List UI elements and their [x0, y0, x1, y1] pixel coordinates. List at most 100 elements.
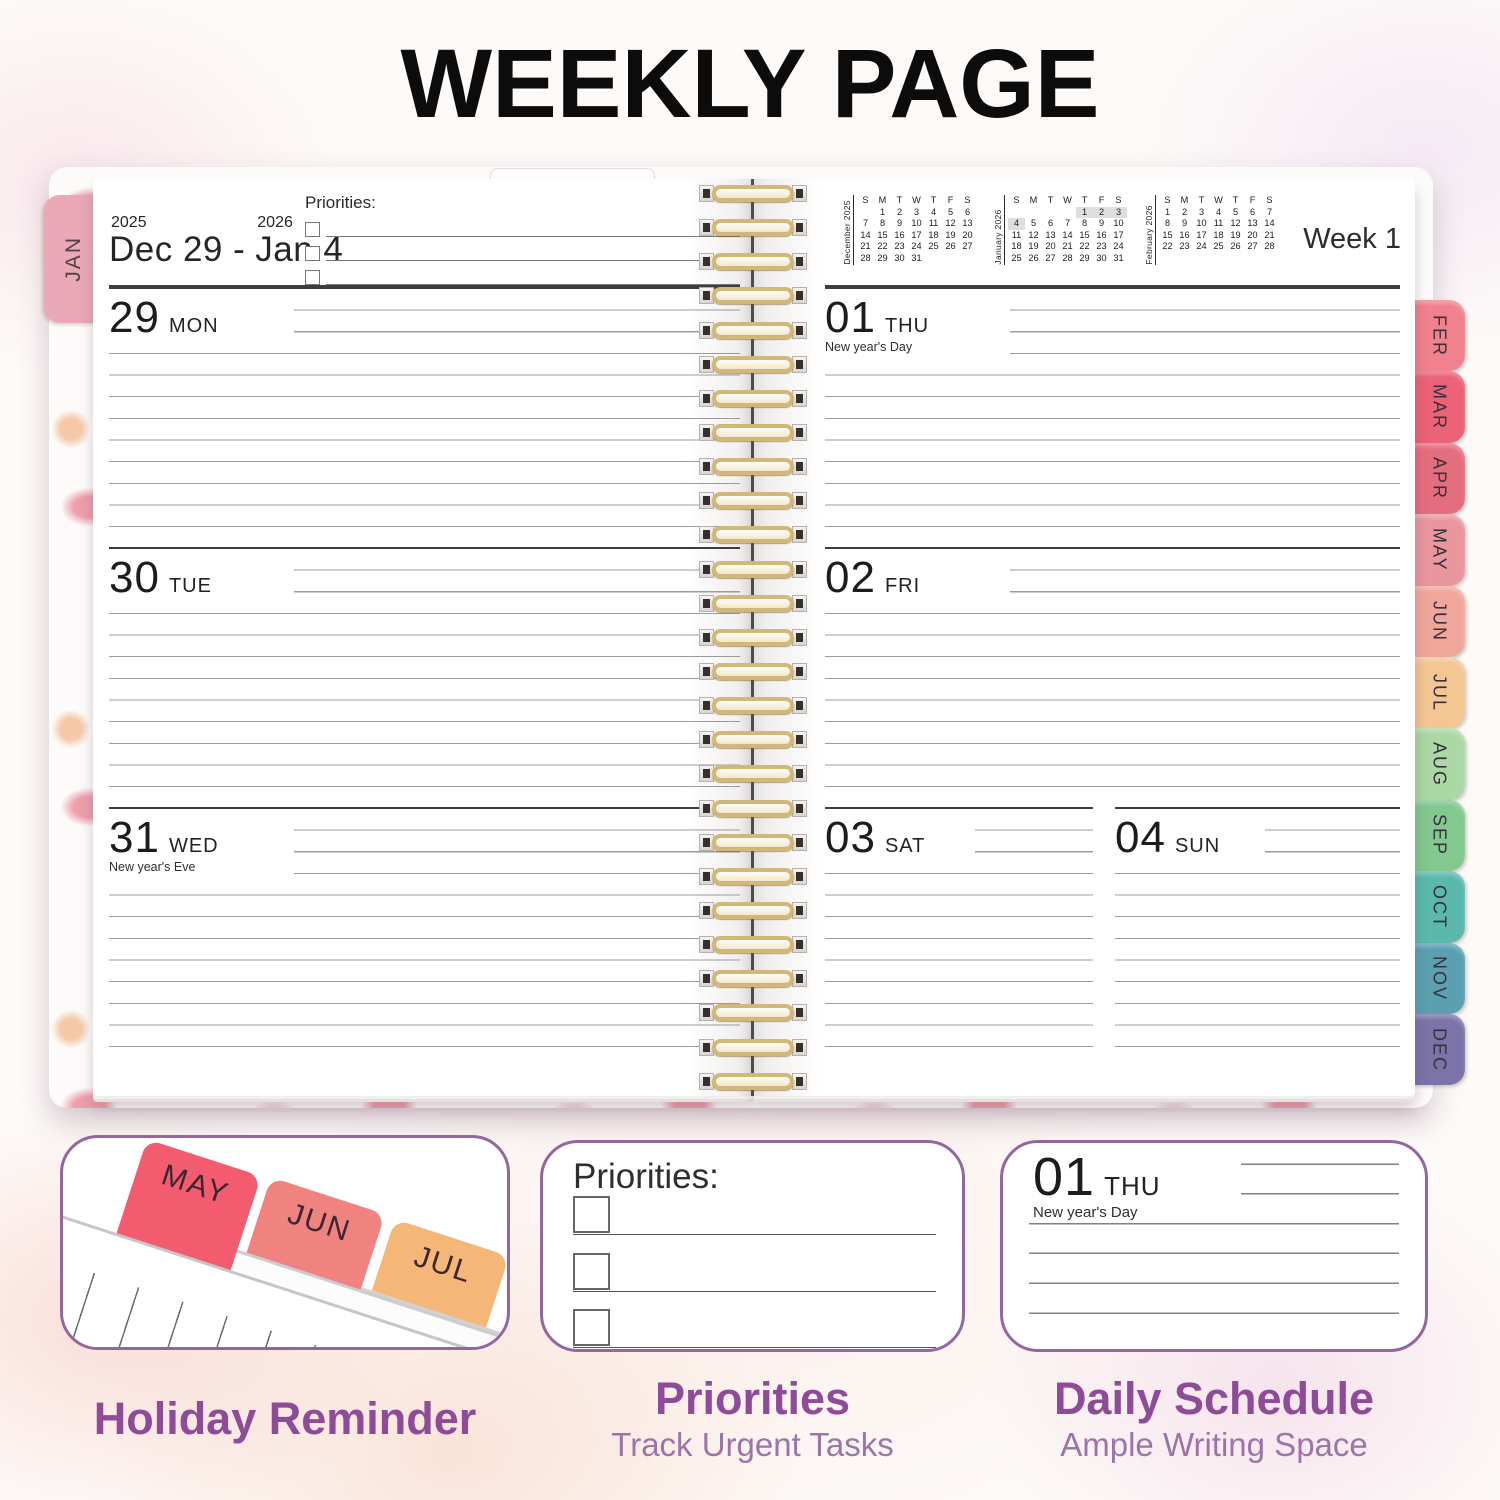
spiral-coil [699, 219, 807, 237]
write-line [573, 1291, 936, 1292]
spiral-coil [699, 458, 807, 476]
day-label: 01 THU New year's Day [1033, 1147, 1161, 1221]
month-tab-column: FER MAR APR MAY JUN JUL AUG SEP OCT NOV DEC [1413, 300, 1465, 1086]
write-line [326, 261, 740, 285]
month-tab-jul: JUL [1413, 656, 1465, 729]
mini-calendar: February 2026 S M T W T F S 1 2 3 4 5 6 7 8 9 10 11 12 13 14 1… [1143, 195, 1275, 265]
day-section-sat: 03 SAT [825, 807, 1093, 1067]
month-tab-dec: DEC [1413, 1013, 1465, 1086]
daily-schedule-card: 01 THU New year's Day [1000, 1140, 1428, 1352]
priority-row [305, 261, 740, 285]
priority-row [305, 237, 740, 261]
spiral-coil [699, 389, 807, 407]
priorities-label: Priorities: [305, 193, 376, 212]
day-section-sun: 04 SUN [1115, 807, 1400, 1067]
day-label: 04 SUN [1115, 812, 1265, 868]
spiral-coil [699, 423, 807, 441]
day-label: 01 THU New year's Day [825, 292, 1010, 354]
priorities-block: Priorities: [305, 193, 740, 285]
checkbox [573, 1253, 610, 1290]
checkbox [305, 270, 320, 285]
write-line [573, 1234, 936, 1235]
year-end: 2026 [257, 214, 293, 231]
checkbox [573, 1309, 610, 1346]
spiral-coil [699, 799, 807, 817]
checkbox [573, 1196, 610, 1233]
priority-row [573, 1191, 936, 1235]
spiral-coil [699, 697, 807, 715]
write-line [326, 213, 740, 237]
mini-calendar-row: December 2025 S M T W T F S 1 2 3 4 5 6 7 8 9 10 11 12 13 14 1… [840, 195, 1278, 265]
holiday-note: New year's Day [825, 340, 913, 354]
feature-daily-schedule: 01 THU New year's Day Daily Schedule Ampl… [1000, 1140, 1428, 1464]
month-tab-mar: MAR [1413, 371, 1465, 443]
mini-calendar: January 2026 S M T W T F S 1 2 3 4 5 6 7 8 9 10 11 12 13 14 15… [991, 195, 1127, 265]
mini-calendar: December 2025 S M T W T F S 1 2 3 4 5 6 7 8 9 10 11 12 13 14 1… [841, 195, 973, 265]
spiral-coil [699, 662, 807, 680]
spiral-coil [699, 731, 807, 749]
month-tab-fer: FER [1413, 300, 1465, 372]
day-label: 29 MON [109, 292, 294, 348]
checkbox [305, 246, 320, 261]
left-page: 2025 Dec 29 - 2026 Jan 4 Priorities: 29 M… [93, 179, 752, 1096]
day-label: 30 TUE [109, 552, 294, 608]
spiral-coil [699, 560, 807, 578]
planner-spread: JAN FER MAR APR MAY JUN JUL AUG SEP OCT NOV DEC 20… [44, 165, 1465, 1110]
day-section-thu: 01 THU New year's Day [825, 287, 1400, 547]
week-date-range: 2025 Dec 29 - 2026 Jan 4 [109, 215, 343, 269]
spiral-coil [699, 253, 807, 271]
day-label: 02 FRI [825, 552, 1010, 608]
month-tab-jun: JUN [1413, 585, 1465, 657]
spiral-coil [699, 526, 807, 544]
spiral-coil [699, 185, 807, 202]
day-section-wed: 31 WED New year's Eve [109, 807, 740, 1067]
week-number-label: Week 1 [1303, 223, 1401, 255]
spiral-coil [699, 628, 807, 646]
day-section-tue: 30 TUE [109, 547, 740, 807]
write-line [326, 237, 740, 261]
month-tab-nov: NOV [1413, 942, 1465, 1014]
feature-holiday-reminder: JUL JUN MAY Holiday Reminder [60, 1135, 510, 1442]
spiral-coil [699, 321, 807, 339]
month-tab-apr: APR [1413, 442, 1465, 515]
feature-title: Daily Schedule [1053, 1373, 1375, 1424]
range-start: Dec 29 - [109, 230, 246, 269]
feature-subtitle: Track Urgent Tasks [611, 1426, 894, 1463]
spiral-coil [699, 765, 807, 783]
month-tab-oct: OCT [1413, 871, 1465, 943]
write-line [573, 1347, 936, 1348]
spiral-coil [699, 492, 807, 510]
month-tab-aug: AUG [1413, 728, 1465, 800]
day-label-backdrop [1029, 1143, 1241, 1207]
spiral-coil [699, 833, 807, 851]
day-label: 03 SAT [825, 812, 975, 868]
holiday-note: New year's Day [1033, 1204, 1138, 1221]
priority-row [573, 1248, 936, 1292]
feature-subtitle: Ample Writing Space [1060, 1426, 1368, 1463]
spiral-coil [699, 901, 807, 919]
month-tab-sep: SEP [1413, 799, 1465, 872]
month-tab-may: MAY [1413, 514, 1465, 586]
spiral-coil [699, 1038, 807, 1056]
priorities-label: Priorities: [573, 1157, 719, 1196]
spiral-coil [699, 355, 807, 373]
spiral-coil [699, 287, 807, 305]
day-section-fri: 02 FRI [825, 547, 1400, 807]
checkbox [305, 222, 320, 237]
year-start: 2025 [111, 214, 147, 231]
priority-row [573, 1304, 936, 1348]
priority-row [305, 213, 740, 237]
spiral-coil [699, 1004, 807, 1022]
spiral-binding [699, 185, 807, 1090]
day-label: 31 WED New year's Eve [109, 812, 294, 874]
feature-title: Priorities [654, 1373, 851, 1424]
priorities-card: Priorities: [540, 1140, 965, 1352]
spiral-coil [699, 867, 807, 885]
feature-priorities: Priorities: Priorities Track Urgent Task… [540, 1140, 965, 1464]
spiral-coil [699, 936, 807, 954]
spiral-coil [699, 970, 807, 988]
page-title: WEEKLY PAGE [400, 29, 1100, 138]
day-section-mon: 29 MON [109, 287, 740, 547]
spiral-coil [699, 1072, 807, 1090]
holiday-reminder-card: JUL JUN MAY [60, 1135, 510, 1350]
